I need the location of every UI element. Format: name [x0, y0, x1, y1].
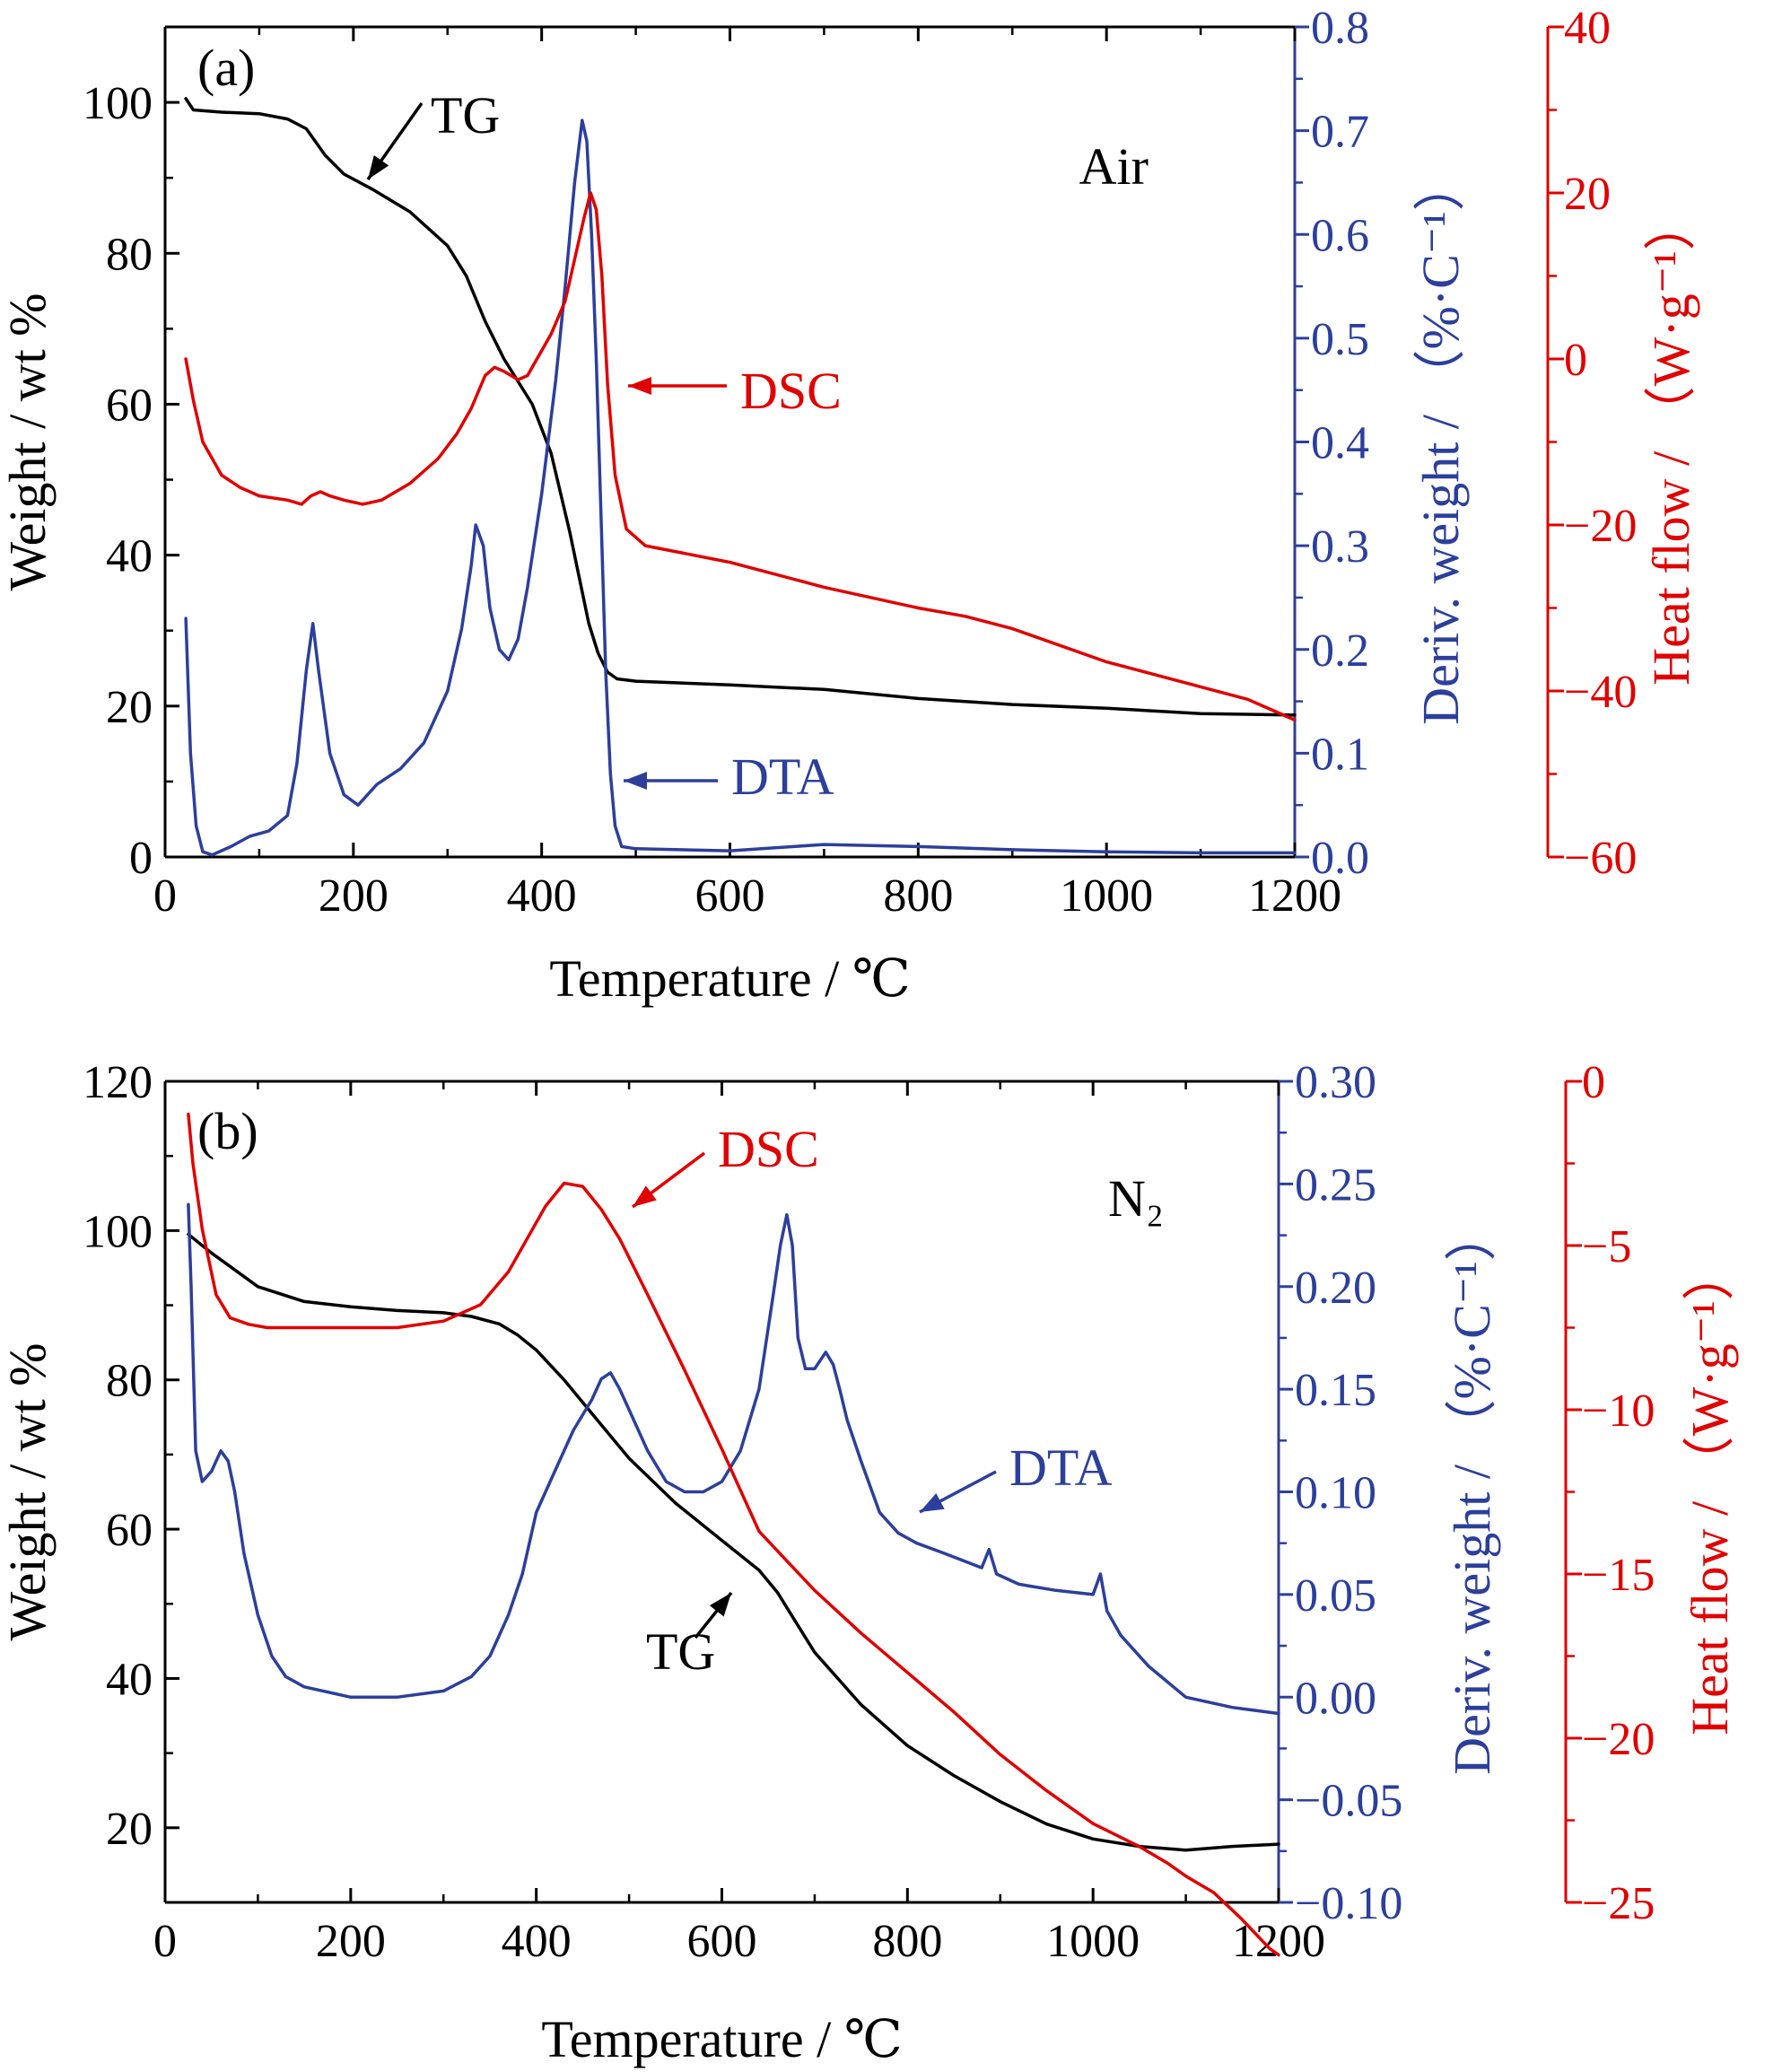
x-tick-label: 1200 [1248, 870, 1341, 922]
x-tick-label: 200 [319, 870, 389, 922]
deriv-weight-tick-label: 0.4 [1311, 418, 1369, 469]
annotation-tg-label: TG [431, 86, 500, 144]
atmosphere-label: N₂ [1108, 1169, 1164, 1228]
x-tick-label: 400 [507, 870, 577, 922]
deriv-weight-axis-label: Deriv. weight / （%·C⁻¹） [1411, 159, 1470, 725]
deriv-weight-tick-label: 0.25 [1295, 1159, 1376, 1211]
dsc-series-line [187, 1112, 1280, 1957]
arrow-head-icon [633, 1185, 657, 1207]
x-tick-label: 0 [153, 1916, 177, 1967]
panel-b-nitrogen: 0 200 400 600 800 1000 120020406080100120−0.10… [0, 1057, 1739, 2068]
tg-series-line [187, 1232, 1280, 1852]
deriv-weight-tick-label: 0.3 [1311, 521, 1369, 573]
left-tick-label: 0 [129, 833, 153, 884]
x-tick-label: 800 [883, 870, 953, 922]
deriv-weight-tick-label: 0.00 [1295, 1673, 1376, 1724]
x-tick-label: 1000 [1060, 870, 1153, 922]
x-tick-label: 400 [502, 1916, 572, 1967]
deriv-weight-tick-label: 0.5 [1311, 314, 1369, 365]
deriv-weight-tick-label: 0.8 [1311, 3, 1369, 54]
heat-flow-tick-label: 0 [1582, 1057, 1605, 1108]
panel-label: (a) [197, 39, 255, 97]
tg-series-line [184, 97, 1297, 717]
left-tick-label: 20 [106, 682, 153, 733]
deriv-weight-tick-label: 0.20 [1295, 1263, 1376, 1314]
deriv-weight-axis-label: Deriv. weight / （%·C⁻¹） [1443, 1209, 1501, 1775]
deriv-weight-tick-label: −0.10 [1295, 1878, 1402, 1929]
left-tick-label: 100 [83, 1206, 153, 1257]
deriv-weight-tick-label: 0.05 [1295, 1570, 1376, 1622]
left-tick-label: 60 [106, 1505, 153, 1556]
dsc-series-line [184, 191, 1297, 722]
arrow-head-icon [709, 1593, 731, 1617]
arrow-head-icon [628, 377, 651, 395]
heat-flow-tick-label: −25 [1582, 1878, 1655, 1929]
left-axis-label: Weight / wt % [0, 1343, 57, 1641]
heat-flow-tick-label: −10 [1582, 1386, 1655, 1437]
deriv-weight-tick-label: 0.1 [1311, 729, 1369, 780]
deriv-weight-tick-label: 0.2 [1311, 625, 1369, 677]
x-tick-label: 1000 [1046, 1916, 1140, 1967]
deriv-weight-tick-label: 0.30 [1295, 1057, 1376, 1108]
heat-flow-tick-label: −60 [1564, 833, 1637, 884]
left-tick-label: 20 [106, 1804, 153, 1855]
deriv-weight-tick-label: 0.15 [1295, 1365, 1376, 1416]
heat-flow-tick-label: 0 [1564, 335, 1587, 386]
deriv-weight-tick-label: 0.7 [1311, 107, 1369, 158]
annotation-dta-label: DTA [1009, 1438, 1113, 1497]
atmosphere-label: Air [1079, 137, 1149, 196]
heat-flow-tick-label: −20 [1582, 1714, 1655, 1765]
heat-flow-axis-label: Heat flow / （W·g⁻¹） [1642, 198, 1700, 685]
x-tick-label: 600 [695, 870, 765, 922]
x-axis-label: Temperature / ℃ [541, 2010, 902, 2068]
left-tick-label: 40 [106, 531, 153, 582]
panel-a-air: 0 200 400 600 800 1000 12000204060801000.00.10… [0, 3, 1700, 1008]
deriv-weight-tick-label: 0.6 [1311, 210, 1369, 261]
left-axis-label: Weight / wt % [0, 293, 57, 591]
left-tick-label: 60 [106, 380, 153, 431]
heat-flow-tick-label: −15 [1582, 1550, 1655, 1601]
heat-flow-axis-label: Heat flow / （W·g⁻¹） [1681, 1248, 1739, 1735]
annotation-dsc-label: DSC [718, 1120, 819, 1178]
x-tick-label: 600 [687, 1916, 757, 1967]
heat-flow-tick-label: 20 [1564, 169, 1611, 220]
deriv-weight-tick-label: 0.0 [1311, 833, 1369, 884]
heat-flow-tick-label: −5 [1582, 1221, 1631, 1272]
left-tick-label: 100 [83, 78, 153, 129]
left-tick-label: 40 [106, 1654, 153, 1705]
heat-flow-tick-label: −20 [1564, 501, 1637, 552]
annotation-dsc-label: DSC [740, 362, 842, 420]
annotation-dta-label: DTA [731, 747, 834, 806]
dta-series-line [184, 118, 1297, 857]
deriv-weight-tick-label: −0.05 [1295, 1776, 1402, 1827]
deriv-weight-tick-label: 0.10 [1295, 1468, 1376, 1519]
x-tick-label: 800 [872, 1916, 942, 1967]
x-tick-label: 0 [153, 870, 177, 922]
panel-label: (b) [197, 1102, 258, 1160]
x-axis-label: Temperature / ℃ [549, 949, 910, 1008]
dta-series-line [187, 1202, 1280, 1716]
left-tick-label: 80 [106, 229, 153, 280]
arrow-head-icon [624, 772, 647, 790]
left-tick-label: 80 [106, 1356, 153, 1407]
left-tick-label: 120 [83, 1057, 153, 1108]
arrow-head-icon [920, 1493, 945, 1512]
arrow-head-icon [368, 155, 389, 179]
heat-flow-tick-label: 40 [1564, 3, 1611, 54]
x-tick-label: 200 [316, 1916, 386, 1967]
annotation-tg-label: TG [646, 1622, 715, 1681]
heat-flow-tick-label: −40 [1564, 667, 1637, 718]
